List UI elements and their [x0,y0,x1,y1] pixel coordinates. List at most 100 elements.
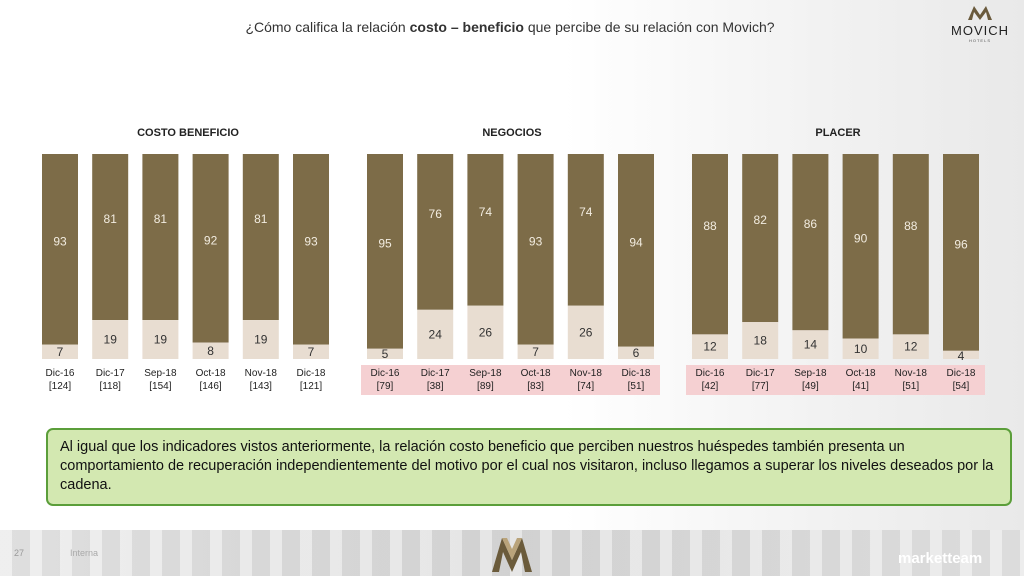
bar-segment-negative [842,338,879,359]
insight-callout: Al igual que los indicadores vistos ante… [46,428,1012,506]
category-label: Oct-18 [521,368,551,379]
category-label: Dic-18 [947,368,976,379]
data-label-negative: 18 [754,334,768,348]
bar-segment-negative [792,330,829,359]
bar-segment-positive [242,154,279,321]
bar-segment-negative [142,320,179,359]
base-label: [124] [49,381,71,392]
marketteam-brand: marketteam [898,550,983,567]
data-label-positive: 86 [804,217,818,231]
bar-segment-positive [42,154,78,345]
base-label: [154] [149,381,171,392]
category-label: Oct-18 [196,368,226,379]
page-title: ¿Cómo califica la relación costo – benef… [245,19,775,35]
data-label-positive: 90 [854,231,868,245]
logo-subtitle: HOTELS [968,38,991,43]
bar-segment-positive [517,154,554,345]
category-label: Sep-18 [144,368,177,379]
data-label-positive: 88 [904,219,918,233]
bar-segment-negative [192,342,229,359]
bar-segment-positive [943,154,979,351]
category-label: Dic-17 [96,368,125,379]
data-label-negative: 19 [104,333,118,347]
bar-segment-positive [842,154,879,339]
bar-segment-negative [742,322,779,359]
insight-text: Al igual que los indicadores vistos ante… [60,439,994,493]
bar-segment-positive [142,154,179,321]
bar-segment-positive [367,154,403,349]
data-label-positive: 76 [429,207,443,221]
data-label-positive: 81 [154,212,168,226]
movich-center-logo-icon [492,538,532,572]
movich-logo: MOVICH HOTELS [940,6,1020,46]
data-label-positive: 81 [104,212,118,226]
base-label: [51] [628,381,645,392]
data-label-negative: 7 [532,345,539,359]
data-label-negative: 19 [254,333,268,347]
data-label-positive: 81 [254,212,268,226]
bar-segment-negative [417,309,454,359]
data-label-negative: 6 [633,346,640,360]
base-label: [74] [577,381,594,392]
bar-segment-negative [92,320,129,359]
category-label: Nov-18 [245,368,278,379]
logo-wordmark: MOVICH [951,23,1009,38]
data-label-negative: 26 [579,325,593,339]
data-label-positive: 74 [579,205,593,219]
data-label-positive: 74 [479,205,493,219]
bar-segment-positive [192,154,229,343]
base-label: [54] [953,381,970,392]
category-label: Sep-18 [469,368,502,379]
data-label-negative: 14 [804,338,818,352]
data-label-negative: 19 [154,333,168,347]
bar-segment-negative [892,334,929,359]
page-number: 27 [14,548,25,558]
data-label-negative: 12 [703,340,717,354]
base-label: [146] [199,381,221,392]
category-label: Nov-18 [570,368,603,379]
bar-segment-negative [293,344,329,359]
category-label: Dic-16 [371,368,400,379]
panel-title-placer: PLACER [815,127,861,139]
category-label: Dic-16 [696,368,725,379]
panel-title-negocios: NEGOCIOS [482,127,542,139]
base-label: [38] [427,381,444,392]
label-highlight-band [361,365,660,395]
bar-segment-negative [943,350,979,359]
data-label-negative: 7 [57,345,64,359]
category-label: Dic-17 [421,368,450,379]
data-label-positive: 93 [529,234,543,248]
base-label: [77] [752,381,769,392]
category-label: Dic-16 [46,368,75,379]
bar-segment-positive [567,154,604,306]
data-label-negative: 7 [308,345,315,359]
base-label: [83] [527,381,544,392]
data-label-negative: 26 [479,325,493,339]
bar-segment-positive [692,154,728,335]
data-label-negative: 12 [904,340,918,354]
base-label: [51] [902,381,919,392]
bar-segment-negative [242,320,279,359]
base-label: [143] [250,381,272,392]
category-label: Sep-18 [794,368,827,379]
movich-mark-icon [968,6,992,20]
bar-segment-negative [467,305,504,359]
bar-segment-negative [692,334,728,359]
data-label-positive: 93 [304,234,318,248]
bar-segment-positive [417,154,454,310]
charts-area: 93 7 Dic-16 [124] 81 19 Dic-17 [118] 81 19 Sep-18 [… [42,154,985,395]
data-label-positive: 95 [378,236,392,250]
data-label-positive: 88 [703,219,717,233]
label-highlight-band [686,365,985,395]
bar-segment-positive [792,154,829,331]
data-label-positive: 94 [629,235,643,249]
category-label: Dic-18 [297,368,326,379]
category-label: Dic-18 [622,368,651,379]
footer-label: Interna [70,548,99,558]
bar-segment-negative [567,305,604,359]
category-label: Dic-17 [746,368,775,379]
bar-segment-positive [467,154,504,306]
base-label: [89] [477,381,494,392]
bar-segment-positive [293,154,329,345]
bar-segment-negative [42,344,78,359]
